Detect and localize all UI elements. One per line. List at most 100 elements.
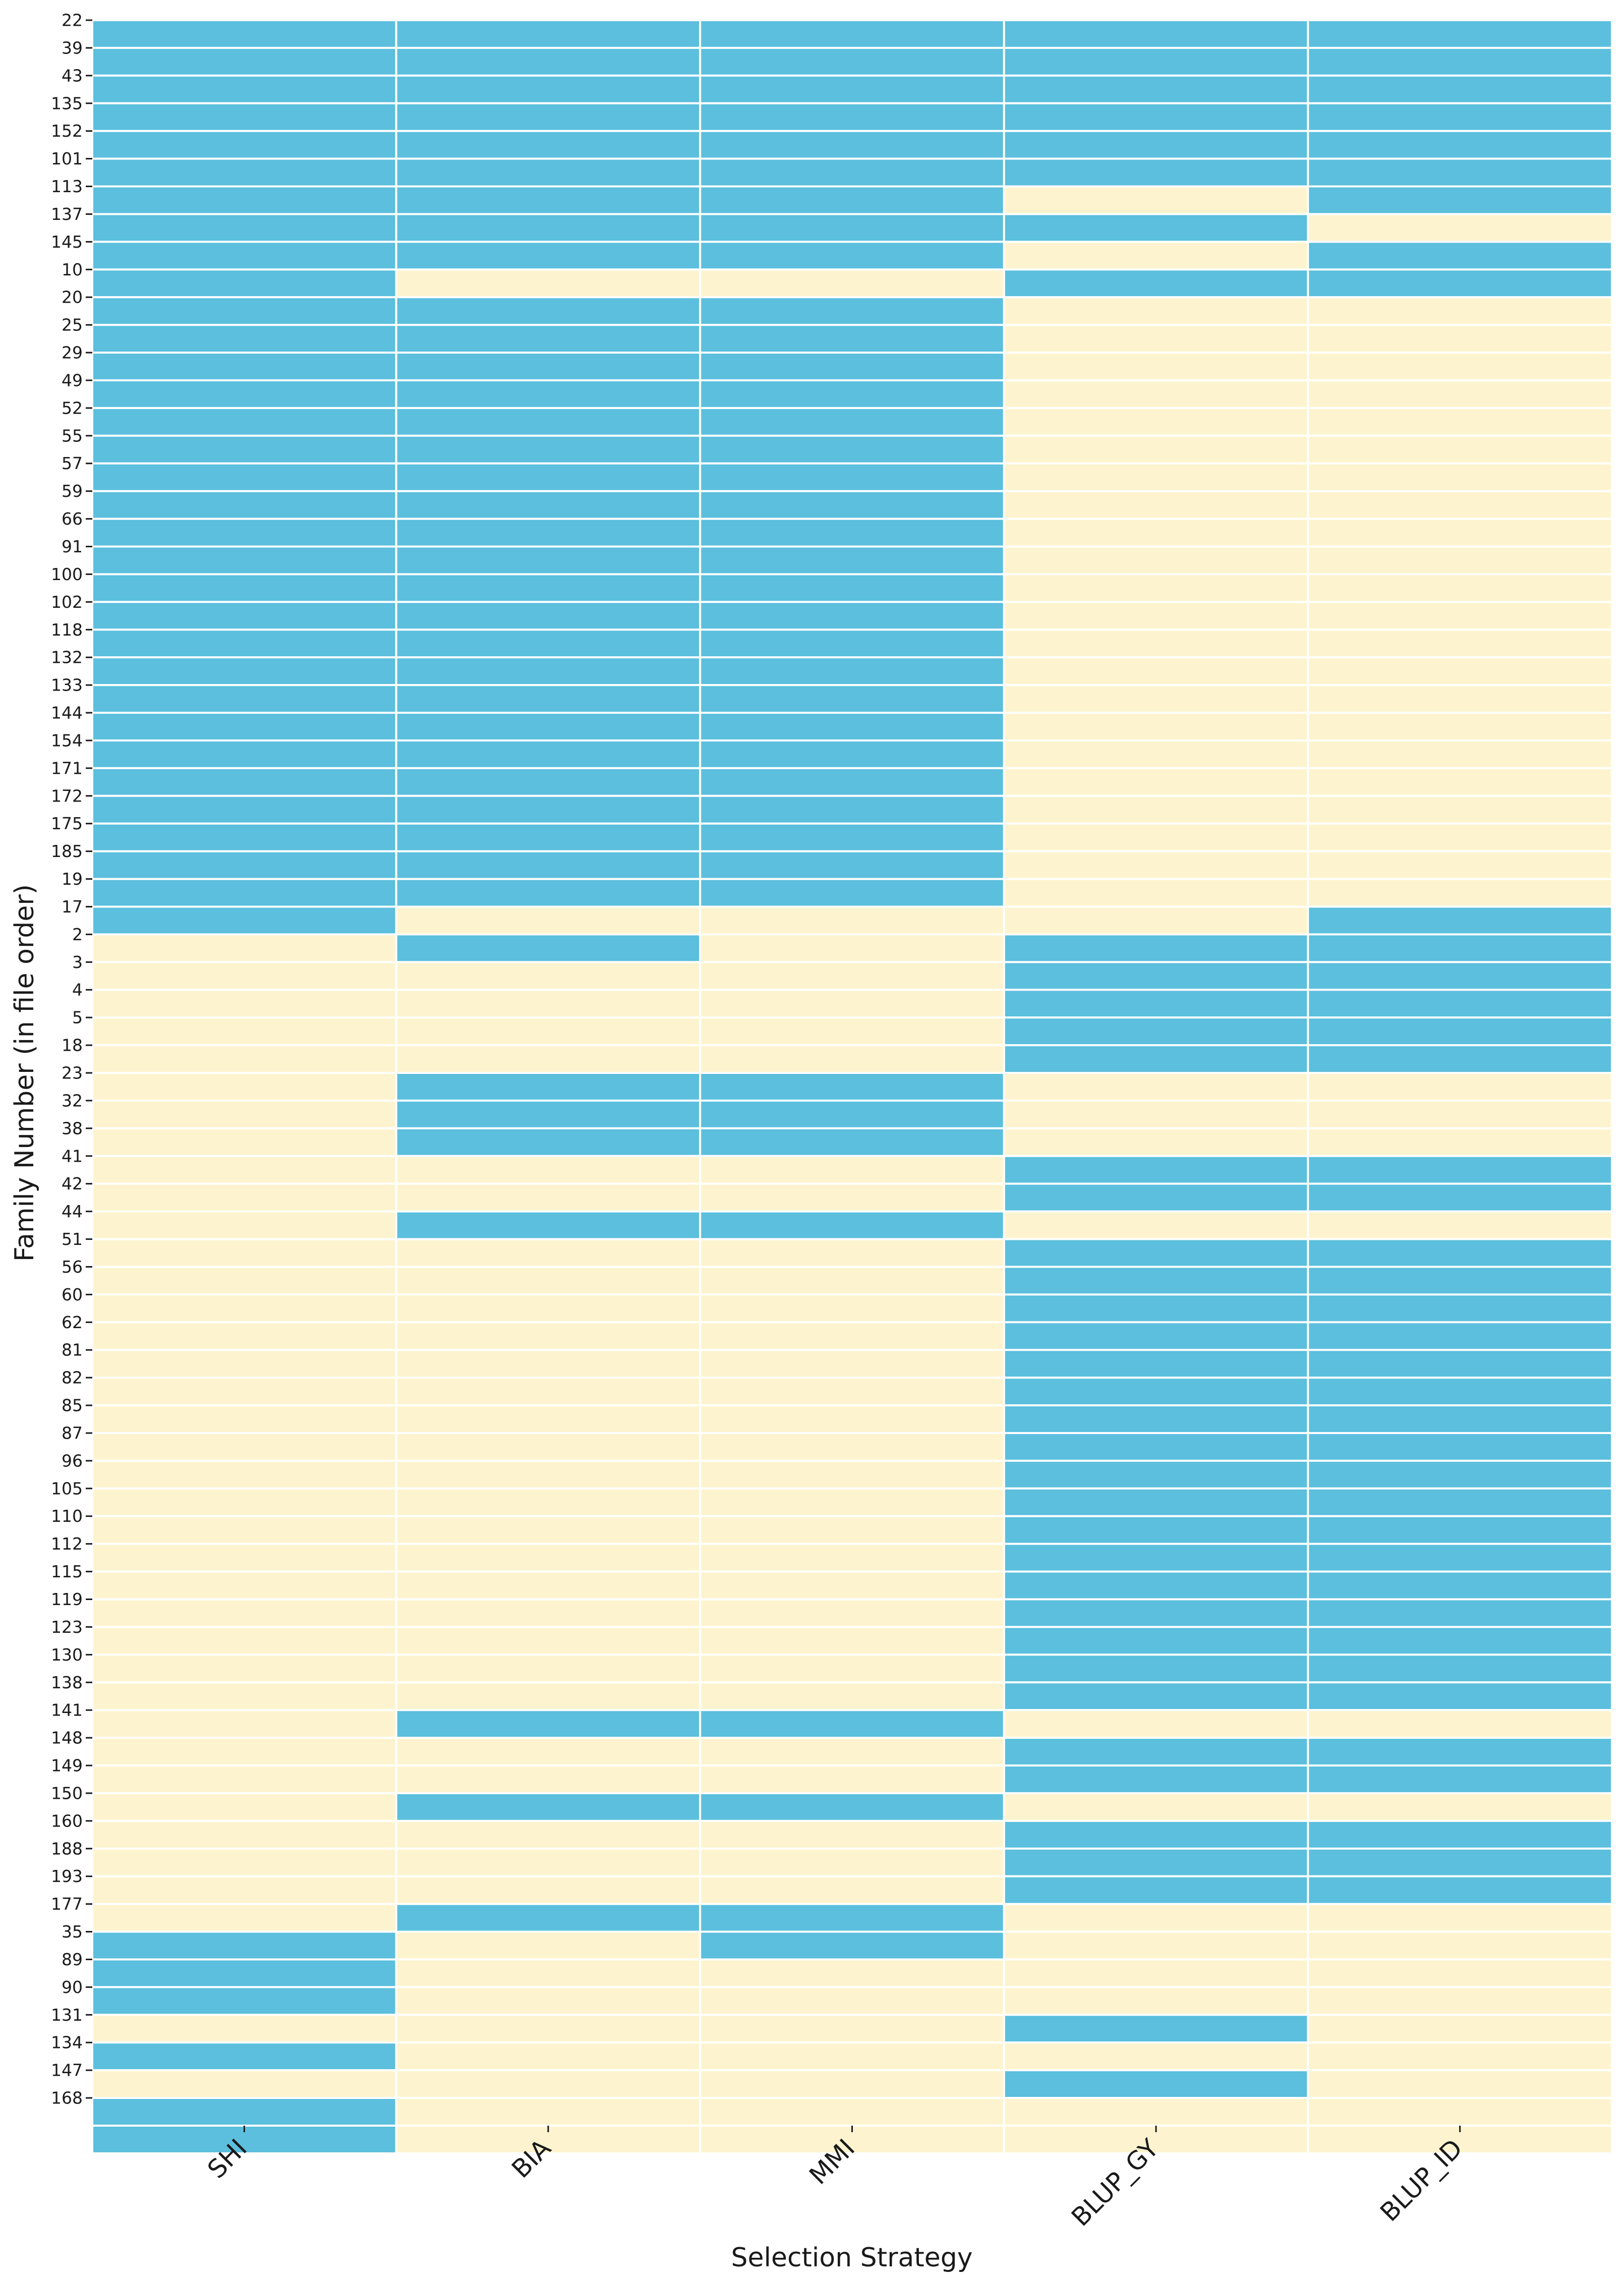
heatmap-cell — [1003, 462, 1309, 492]
heatmap-cell — [1307, 1626, 1613, 1656]
heatmap-cell — [91, 1044, 397, 1074]
heatmap-cell — [1003, 1598, 1309, 1628]
heatmap-cell — [699, 296, 1005, 326]
y-tick-label: 144 — [51, 703, 83, 723]
heatmap-cell — [395, 573, 702, 603]
heatmap-cell — [395, 1321, 702, 1351]
heatmap-cell — [91, 1764, 397, 1794]
heatmap-cell — [395, 1487, 702, 1517]
y-tick-label: 105 — [51, 1478, 83, 1498]
heatmap-cell — [1307, 1321, 1613, 1351]
heatmap-cell — [1307, 407, 1613, 437]
y-tick-label: 193 — [51, 1866, 83, 1886]
y-tick-label: 96 — [62, 1451, 83, 1470]
heatmap-cell — [91, 767, 397, 797]
heatmap-cell — [91, 324, 397, 354]
heatmap-cell — [91, 878, 397, 908]
heatmap-cell — [91, 2041, 397, 2072]
heatmap-cell — [395, 739, 702, 769]
heatmap-cell — [699, 434, 1005, 465]
heatmap-cell — [699, 656, 1005, 687]
y-tick-label: 185 — [51, 841, 83, 861]
y-tick-label: 55 — [62, 426, 83, 445]
heatmap-cell — [1003, 850, 1309, 880]
heatmap-cell — [395, 434, 702, 465]
heatmap-cell — [1003, 767, 1309, 797]
y-tick-label: 101 — [51, 149, 83, 168]
heatmap-cell — [1003, 1958, 1309, 1988]
heatmap-cell — [91, 794, 397, 825]
y-tick-label: 2 — [72, 925, 83, 944]
heatmap-cell — [699, 1072, 1005, 1102]
heatmap-cell — [1003, 46, 1309, 77]
heatmap-cell — [699, 130, 1005, 160]
heatmap-cell — [1307, 1182, 1613, 1213]
heatmap-cell — [395, 1709, 702, 1739]
heatmap-cell — [1307, 1819, 1613, 1850]
heatmap-cell — [1307, 518, 1613, 548]
heatmap-cell — [91, 19, 397, 49]
heatmap-cell — [1003, 324, 1309, 354]
heatmap-cell — [1307, 573, 1613, 603]
heatmap-cell — [1003, 1155, 1309, 1185]
y-tick-label: 118 — [51, 620, 83, 640]
heatmap-cell — [1307, 1737, 1613, 1767]
heatmap-cell — [1307, 1099, 1613, 1129]
heatmap-cell — [91, 1349, 397, 1379]
heatmap-cell — [1003, 1072, 1309, 1102]
heatmap-cell — [91, 1903, 397, 1933]
heatmap-cell — [91, 1099, 397, 1129]
heatmap-cell — [91, 102, 397, 132]
heatmap-cell — [699, 1099, 1005, 1129]
y-tick-label: 141 — [51, 1700, 83, 1720]
heatmap-cell — [1307, 434, 1613, 465]
heatmap-cell — [91, 1543, 397, 1573]
y-tick-label: 62 — [62, 1313, 83, 1332]
heatmap-cell — [699, 1598, 1005, 1628]
heatmap-cell — [395, 379, 702, 409]
heatmap-cell — [91, 1377, 397, 1407]
heatmap-cell — [91, 1570, 397, 1601]
heatmap-cell — [395, 296, 702, 326]
heatmap-cell — [699, 1016, 1005, 1047]
heatmap-cell — [1003, 241, 1309, 271]
heatmap-cell — [91, 712, 397, 742]
heatmap-cell — [395, 462, 702, 492]
heatmap-cell — [91, 130, 397, 160]
heatmap-cell — [699, 1819, 1005, 1850]
y-axis-label: Family Number (in file order) — [10, 884, 40, 1262]
heatmap-cell — [1003, 1459, 1309, 1490]
heatmap-cell — [395, 712, 702, 742]
heatmap-cell — [395, 74, 702, 104]
heatmap-cell — [1307, 1598, 1613, 1628]
heatmap-cell — [395, 1432, 702, 1462]
heatmap-cell — [1003, 1404, 1309, 1434]
y-tick-label: 51 — [62, 1229, 83, 1249]
heatmap-cell — [699, 1737, 1005, 1767]
heatmap-cell — [395, 102, 702, 132]
y-tick-label: 110 — [51, 1506, 83, 1526]
heatmap-cell — [1003, 1210, 1309, 1240]
heatmap-cell — [395, 213, 702, 243]
heatmap-cell — [699, 1626, 1005, 1656]
heatmap-cell — [1307, 1764, 1613, 1794]
heatmap-cell — [699, 46, 1005, 77]
heatmap-cell — [1003, 629, 1309, 659]
heatmap-cell — [1307, 1792, 1613, 1822]
heatmap-cell — [395, 324, 702, 354]
y-tick-label: 52 — [62, 398, 83, 418]
heatmap-cell — [1307, 185, 1613, 215]
heatmap-cell — [1307, 1958, 1613, 1988]
heatmap-cell — [699, 490, 1005, 520]
y-tick-label: 133 — [51, 675, 83, 695]
y-tick-label: 18 — [62, 1036, 83, 1055]
heatmap-cell — [1307, 324, 1613, 354]
heatmap-cell — [1003, 2069, 1309, 2099]
heatmap-cell — [91, 1626, 397, 1656]
heatmap-cell — [699, 1515, 1005, 1545]
heatmap-cell — [1307, 1930, 1613, 1961]
heatmap-cell — [1307, 1432, 1613, 1462]
heatmap-cell — [91, 1737, 397, 1767]
heatmap-cell — [1307, 1404, 1613, 1434]
